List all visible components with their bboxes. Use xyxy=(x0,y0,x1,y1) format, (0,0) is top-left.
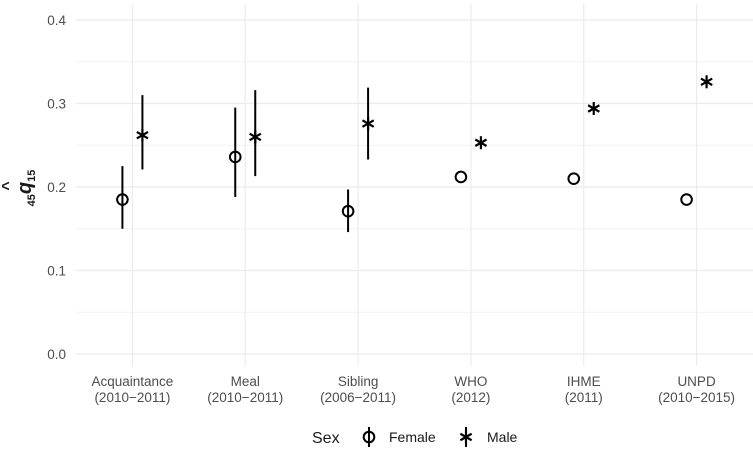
minor-gridlines xyxy=(76,61,753,313)
y-tick-label: 0.4 xyxy=(47,13,66,28)
x-tick-label: Acquaintance (2010−2011) xyxy=(92,374,174,405)
y-axis-ticks: 0.0 0.1 0.2 0.3 0.4 xyxy=(47,13,66,362)
legend-key-male xyxy=(459,430,473,444)
x-tick-label-line: (2012) xyxy=(451,390,490,405)
x-tick-label-line: (2011) xyxy=(565,390,603,405)
y-tick-label: 0.3 xyxy=(47,97,66,112)
x-tick-label: UNPD (2010−2015) xyxy=(658,374,735,405)
x-tick-label-line: Meal xyxy=(231,374,260,389)
x-tick-label-line: Acquaintance xyxy=(92,374,174,389)
asterisk-stroke xyxy=(459,432,473,442)
legend-label-male: Male xyxy=(487,429,518,445)
female-point xyxy=(116,193,129,206)
y-tick-label: 0.1 xyxy=(47,264,66,279)
x-tick-label-line: Sibling xyxy=(338,374,379,389)
y-axis-title: 45q15 xyxy=(14,170,38,207)
male-point xyxy=(474,136,488,150)
y-axis-label: 45q15^ xyxy=(0,170,38,207)
major-gridlines xyxy=(76,4,753,366)
male-point xyxy=(136,128,149,142)
data-points xyxy=(116,75,713,218)
x-tick-label-line: WHO xyxy=(454,374,487,389)
y-axis-title-prefix: 45 xyxy=(26,194,38,206)
x-tick-label: IHME (2011) xyxy=(565,374,603,405)
x-tick-label-line: IHME xyxy=(567,374,601,389)
x-tick-label: Meal (2010−2011) xyxy=(207,374,283,405)
y-axis-title-hat: ^ xyxy=(0,181,17,190)
male-point xyxy=(361,117,375,131)
y-axis-title-main: q xyxy=(14,182,36,194)
male-point xyxy=(249,130,262,144)
x-tick-label-line: UNPD xyxy=(677,374,716,389)
x-tick-label-line: (2010−2015) xyxy=(658,390,735,405)
female-point xyxy=(341,204,355,218)
female-point xyxy=(567,172,581,185)
x-axis-ticks: Acquaintance (2010−2011)Meal (2010−2011)Si… xyxy=(92,374,736,405)
asterisk-stroke xyxy=(474,138,488,147)
y-tick-label: 0.2 xyxy=(47,180,66,195)
female-point xyxy=(680,193,693,206)
asterisk-stroke xyxy=(136,131,149,140)
female-point xyxy=(228,150,242,164)
male-point xyxy=(700,75,713,89)
x-tick-label: WHO (2012) xyxy=(451,374,490,405)
x-tick-label: Sibling (2006−2011) xyxy=(320,374,396,405)
asterisk-stroke xyxy=(361,119,375,128)
legend-key-female xyxy=(362,430,376,444)
asterisk-stroke xyxy=(249,132,262,142)
asterisk-stroke xyxy=(700,77,713,86)
x-tick-label-line: (2010−2011) xyxy=(207,390,283,405)
female-point xyxy=(454,170,468,184)
asterisk-stroke xyxy=(587,104,600,113)
legend-label-female: Female xyxy=(389,429,436,445)
legend-title: Sex xyxy=(312,430,340,447)
legend: Sex Female Male xyxy=(312,427,518,447)
x-tick-label-line: (2006−2011) xyxy=(320,390,396,405)
y-axis-title-subscript: 15 xyxy=(26,170,38,182)
male-point xyxy=(587,102,600,116)
x-tick-label-line: (2010−2011) xyxy=(94,390,170,405)
y-tick-label: 0.0 xyxy=(47,347,66,362)
